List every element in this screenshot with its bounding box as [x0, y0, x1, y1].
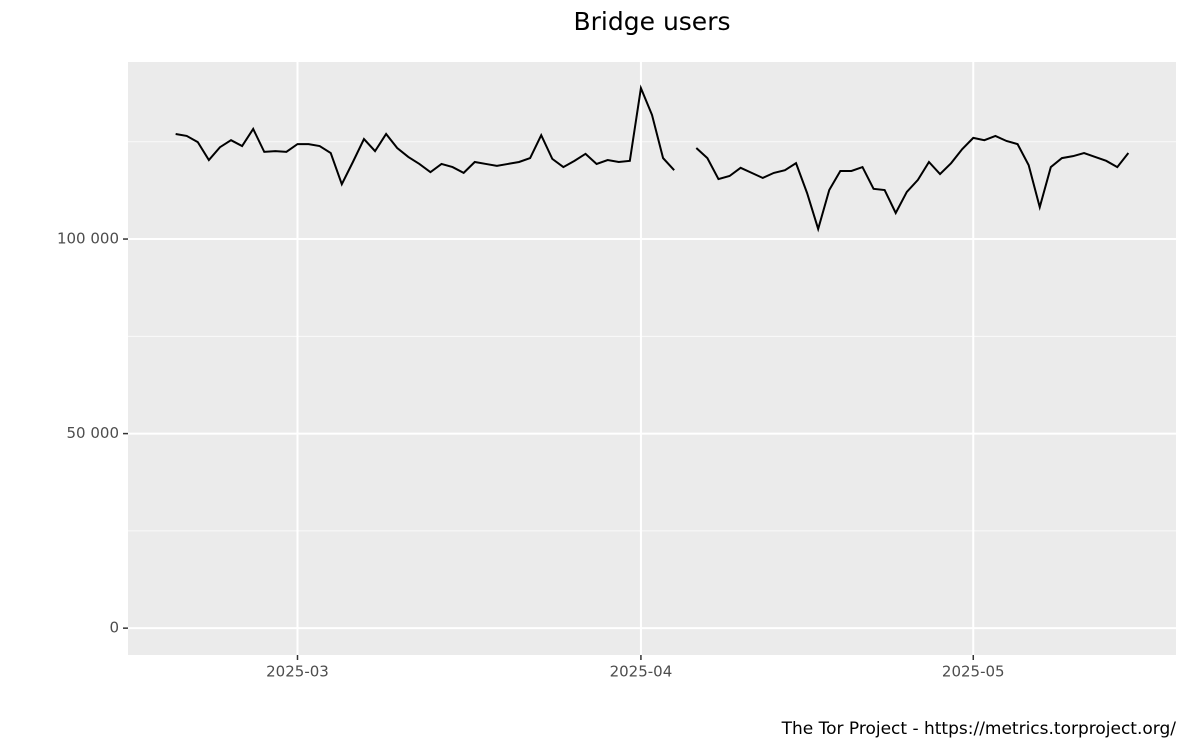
- data-line: [175, 84, 1130, 233]
- y-tick-label: 100 000: [57, 230, 119, 248]
- x-tick-label: 2025-03: [266, 663, 329, 681]
- x-tick-label: 2025-04: [610, 663, 673, 681]
- x-tick-label: 2025-05: [942, 663, 1005, 681]
- y-tick-label: 0: [109, 619, 119, 637]
- caption: The Tor Project - https://metrics.torpro…: [781, 719, 1177, 739]
- chart-title: Bridge users: [574, 7, 731, 36]
- y-tick-label: 50 000: [67, 424, 120, 442]
- panel: [128, 62, 1176, 655]
